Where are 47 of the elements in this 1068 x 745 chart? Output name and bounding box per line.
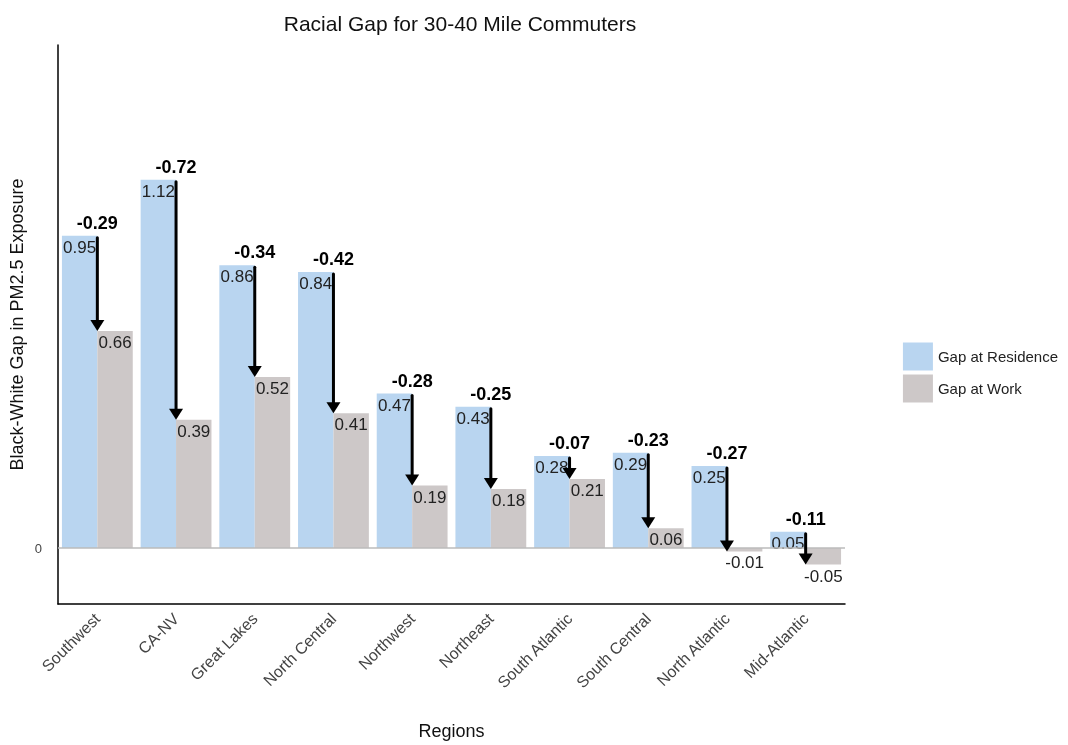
bar [219, 265, 255, 549]
data-label: 0.84 [299, 273, 333, 293]
annotation: -0.11 [785, 508, 826, 529]
data-label: 0.18 [492, 490, 526, 510]
data-label: 0.19 [413, 487, 447, 507]
annotation: -0.42 [312, 248, 354, 269]
annotation: -0.72 [155, 156, 197, 177]
data-label: 0.66 [98, 333, 132, 353]
bar [376, 393, 413, 549]
bar [176, 419, 212, 549]
bar [534, 456, 570, 549]
data-label: 0.29 [614, 454, 648, 474]
data-label: 0.25 [692, 467, 726, 487]
chart-title: Racial Gap for 30-40 Mile Commuters [283, 12, 637, 35]
x-axis-title: Regions [418, 721, 485, 741]
annotation: -0.25 [470, 383, 512, 404]
data-label: -0.01 [725, 553, 765, 573]
data-label: 0.86 [220, 267, 254, 287]
bar [61, 235, 98, 549]
bar [298, 271, 334, 549]
data-label: 0.41 [334, 415, 368, 435]
y-axis-title: Black-White Gap in PM2.5 Exposure [7, 178, 27, 471]
bar [412, 485, 448, 549]
data-label: 0.47 [377, 395, 411, 415]
data-label: 0.06 [649, 530, 683, 550]
annotation: -0.29 [76, 212, 118, 233]
annotation: -0.27 [706, 442, 748, 463]
data-label: -0.05 [803, 566, 843, 586]
data-label: 0.05 [771, 533, 805, 553]
data-label: 0.52 [255, 379, 289, 399]
annotation: -0.28 [391, 370, 433, 391]
ref-line-label: 0 [34, 540, 42, 556]
data-label: 0.43 [456, 408, 490, 428]
legend-label: Gap at Residence [937, 348, 1058, 365]
bar [254, 377, 291, 549]
bar [333, 413, 369, 549]
annotation: -0.23 [627, 429, 669, 450]
bar [97, 331, 133, 549]
data-label: 0.21 [570, 481, 604, 501]
annotation: -0.07 [549, 433, 591, 454]
bar [455, 406, 491, 549]
bar [140, 179, 177, 549]
legend-label: Gap at Work [937, 380, 1023, 397]
data-label: 0.95 [63, 237, 97, 257]
data-label: 0.39 [177, 421, 211, 441]
data-label: 1.12 [141, 181, 175, 201]
annotation: -0.34 [234, 242, 276, 263]
